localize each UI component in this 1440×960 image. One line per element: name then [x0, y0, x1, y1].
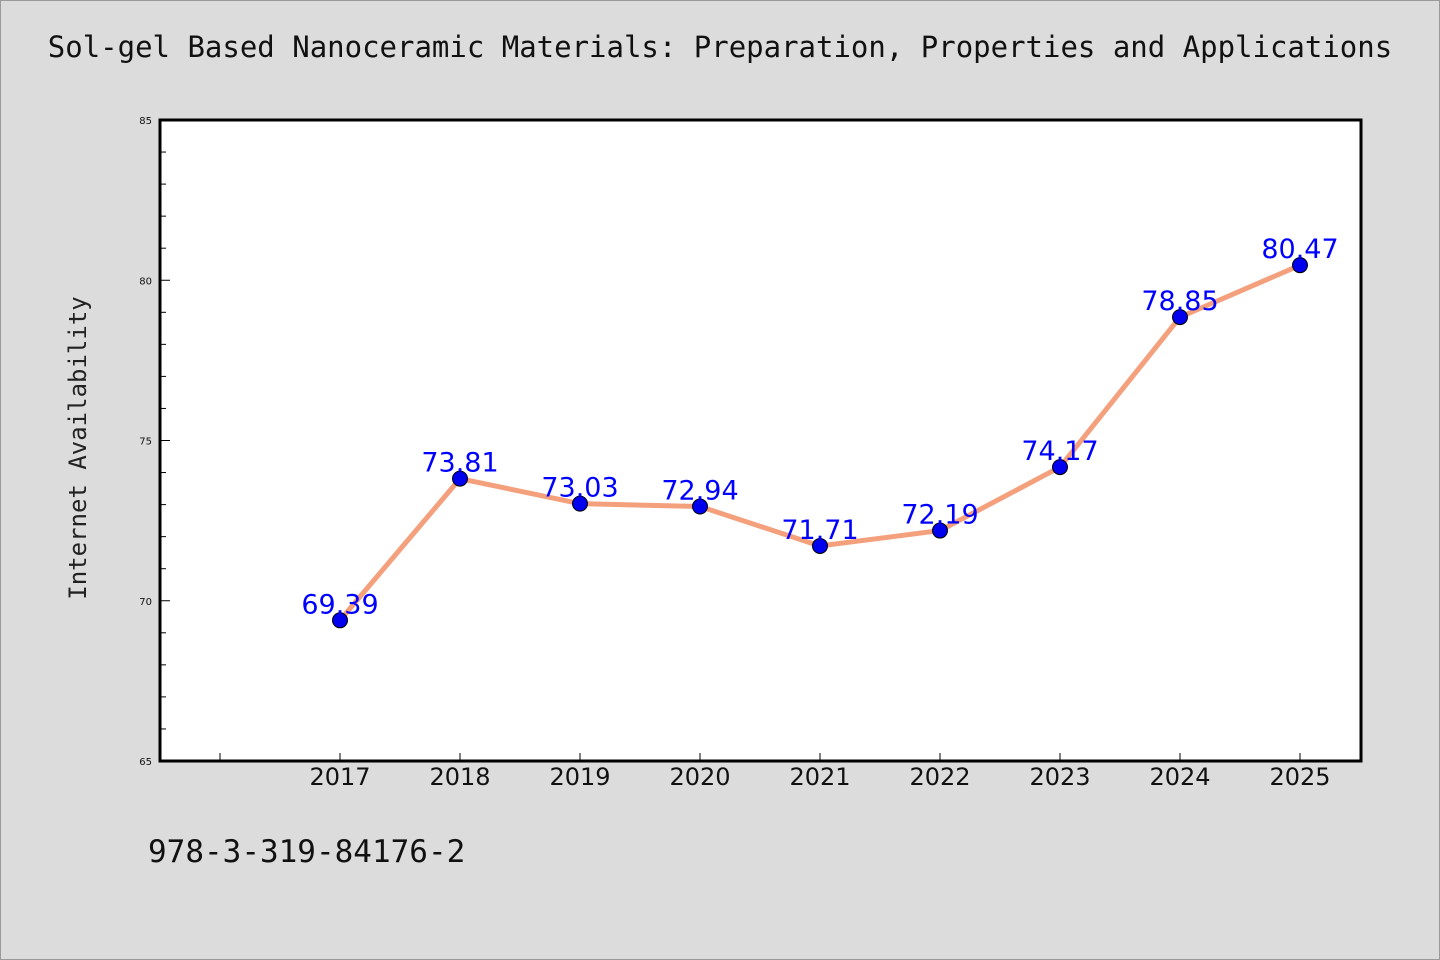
x-tick-label: 2020	[669, 763, 730, 791]
data-point	[1052, 459, 1068, 476]
plot-area	[158, 118, 1363, 763]
y-axis-label: Internet Availability	[64, 296, 92, 599]
x-tick-label: 2017	[309, 763, 370, 791]
x-tick-label: 2021	[789, 763, 850, 791]
data-label: 71.71	[781, 515, 858, 546]
chart-title: Sol-gel Based Nanoceramic Materials: Pre…	[47, 30, 1393, 64]
data-point	[452, 470, 468, 487]
data-point	[1292, 257, 1308, 274]
x-tick-label: 2019	[549, 763, 610, 791]
x-axis-ticks: 2017 2018 2019 2020 2021 2022 2023 2024 2025	[219, 753, 1331, 791]
x-tick-label: 2025	[1269, 763, 1330, 791]
y-tick-label: 65	[139, 757, 152, 768]
data-point	[812, 537, 828, 554]
data-point	[932, 522, 948, 539]
data-point	[332, 612, 348, 629]
y-tick-label: 75	[139, 437, 152, 448]
data-label: 74.17	[1021, 436, 1098, 467]
data-label: 73.03	[541, 473, 618, 504]
data-point	[692, 498, 708, 515]
data-point	[1172, 309, 1188, 326]
series-group: 69.39 73.81 73.03 72.94 71.71 72.19 74.17 78.85…	[301, 234, 1339, 629]
x-tick-label: 2018	[429, 763, 490, 791]
data-label: 80.47	[1261, 234, 1338, 265]
data-label: 78.85	[1141, 286, 1218, 317]
x-tick-label: 2024	[1149, 763, 1210, 791]
isbn-text: 978-3-319-84176-2	[148, 834, 466, 870]
x-tick-label: 2022	[909, 763, 970, 791]
y-tick-label: 85	[139, 116, 152, 127]
data-point	[572, 495, 588, 512]
y-axis-ticks: 65 70 75 80 85	[139, 116, 170, 768]
data-label: 73.81	[421, 448, 498, 479]
y-tick-label: 70	[139, 597, 152, 608]
x-tick-label: 2023	[1029, 763, 1090, 791]
y-tick-label: 80	[139, 276, 152, 287]
data-label: 72.94	[661, 476, 738, 507]
data-label: 72.19	[901, 500, 978, 531]
data-label: 69.39	[301, 589, 378, 620]
